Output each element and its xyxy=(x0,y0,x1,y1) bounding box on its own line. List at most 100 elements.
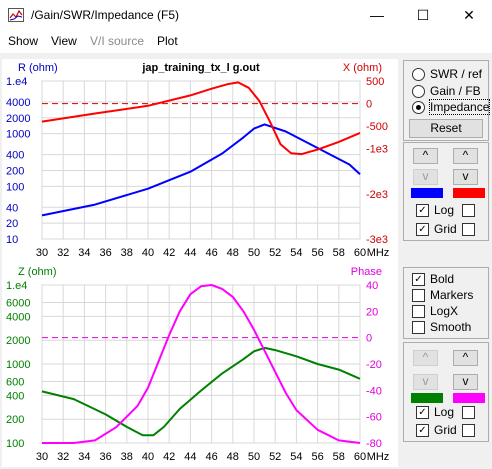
y-right-tick-label: 0 xyxy=(366,99,372,111)
radio-impedance[interactable]: Impedance xyxy=(412,99,491,115)
y-right-axis-label: X (ohm) xyxy=(343,62,382,74)
y-left-tick-label: 6000 xyxy=(6,298,30,310)
y-left-tick-label: 100 xyxy=(6,438,24,450)
bottom-grid-right-checkbox[interactable] xyxy=(462,424,475,437)
y-left-axis-label: Z (ohm) xyxy=(18,266,57,278)
y-left-tick-label: 2000 xyxy=(6,113,30,125)
y-left-tick-label: 1.e4 xyxy=(6,280,27,292)
y-right-tick-label: -1e3 xyxy=(366,144,388,156)
bottom-left-up-button[interactable]: ^ xyxy=(413,350,438,366)
y-right-tick-label: 0 xyxy=(366,333,372,345)
smooth-checkbox[interactable]: Smooth xyxy=(412,319,471,335)
maximize-button[interactable]: ☐ xyxy=(416,7,430,23)
x-tick-label: 40 xyxy=(142,451,154,463)
x-tick-label: 32 xyxy=(57,247,69,259)
markers-label: Markers xyxy=(430,288,474,302)
window-title: /Gain/SWR/Impedance (F5) xyxy=(31,8,180,22)
menu-show[interactable]: Show xyxy=(8,34,39,48)
bottom-right-down-button[interactable]: v xyxy=(453,374,478,390)
title-bar: /Gain/SWR/Impedance (F5) — ☐ ✕ xyxy=(0,0,492,31)
x-axis-label: MHz xyxy=(367,247,390,259)
y-left-tick-label: 400 xyxy=(6,150,24,162)
bottom-left-color-swatch[interactable] xyxy=(411,393,443,403)
radio-swr-label: SWR / ref xyxy=(430,67,483,81)
bottom-log-right-checkbox[interactable] xyxy=(462,406,475,419)
radio-impedance-label: Impedance xyxy=(428,99,491,115)
bottom-log-check-icon[interactable]: ✓ xyxy=(416,405,429,419)
top-grid-label: Grid xyxy=(434,222,457,236)
x-tick-label: 54 xyxy=(290,451,302,463)
x-tick-label: 56 xyxy=(311,451,323,463)
markers-check-icon[interactable] xyxy=(412,288,425,302)
top-left-color-swatch[interactable] xyxy=(411,188,443,198)
bottom-right-up-button[interactable]: ^ xyxy=(453,350,478,366)
bold-checkbox[interactable]: ✓ Bold xyxy=(412,271,454,287)
y-left-tick-label: 40 xyxy=(6,202,18,214)
x-tick-label: 42 xyxy=(163,247,175,259)
markers-checkbox[interactable]: Markers xyxy=(412,287,473,303)
y-left-axis-label: R (ohm) xyxy=(18,62,58,74)
series-line-0 xyxy=(41,123,361,217)
logx-checkbox[interactable]: LogX xyxy=(412,303,458,319)
smooth-check-icon[interactable] xyxy=(412,320,425,334)
menu-plot[interactable]: Plot xyxy=(157,34,178,48)
radio-swr-indicator[interactable] xyxy=(412,67,425,81)
radio-impedance-indicator[interactable] xyxy=(412,100,425,114)
x-tick-label: 56 xyxy=(311,247,323,259)
x-tick-label: 30 xyxy=(36,451,48,463)
x-tick-label: 46 xyxy=(205,247,217,259)
x-tick-label: 32 xyxy=(57,451,69,463)
top-left-up-button[interactable]: ^ xyxy=(413,148,438,164)
x-tick-label: 58 xyxy=(333,247,345,259)
close-button[interactable]: ✕ xyxy=(463,7,475,23)
top-grid-right-checkbox[interactable] xyxy=(462,223,475,236)
bottom-chart: 30 32 34 36 38 40 42 44 46 48 50 52 54 56 58 60 MHz 1.e4 6… xyxy=(2,263,398,467)
top-right-down-button[interactable]: v xyxy=(453,169,478,185)
bold-check-icon[interactable]: ✓ xyxy=(412,272,425,286)
bottom-grid-check-icon[interactable]: ✓ xyxy=(416,423,429,437)
top-left-down-button[interactable]: v xyxy=(413,169,438,185)
top-log-label: Log xyxy=(434,203,455,217)
x-tick-label: 50 xyxy=(248,451,260,463)
x-tick-label: 52 xyxy=(269,451,281,463)
minimize-button[interactable]: — xyxy=(370,7,384,23)
x-tick-label: 42 xyxy=(163,451,175,463)
top-log-right-checkbox[interactable] xyxy=(462,204,475,217)
radio-swr[interactable]: SWR / ref xyxy=(412,66,482,82)
x-tick-label: 30 xyxy=(36,247,48,259)
mode-group: SWR / ref Gain / FB Impedance Reset xyxy=(403,60,491,141)
x-tick-label: 38 xyxy=(121,247,133,259)
logx-check-icon[interactable] xyxy=(412,304,425,318)
y-right-tick-label: 20 xyxy=(366,306,378,318)
x-tick-label: 52 xyxy=(269,247,281,259)
top-grid-check-icon[interactable]: ✓ xyxy=(416,222,429,236)
x-axis-label: MHz xyxy=(367,451,390,463)
top-right-up-button[interactable]: ^ xyxy=(453,148,478,164)
y-left-tick-label: 10 xyxy=(6,234,18,246)
top-log-checkbox[interactable]: ✓ Log xyxy=(416,202,454,218)
top-grid-checkbox[interactable]: ✓ Grid xyxy=(416,221,457,237)
radio-gain[interactable]: Gain / FB xyxy=(412,83,481,99)
menu-view[interactable]: View xyxy=(51,34,77,48)
menu-vi-source: V/I source xyxy=(90,34,145,48)
y-right-tick-label: -40 xyxy=(366,385,382,397)
y-left-tick-label: 4000 xyxy=(6,311,30,323)
y-left-tick-label: 4000 xyxy=(6,97,30,109)
series-line-1 xyxy=(41,81,361,156)
bottom-left-down-button[interactable]: v xyxy=(413,374,438,390)
reset-button[interactable]: Reset xyxy=(409,119,483,138)
x-tick-label: 34 xyxy=(78,451,90,463)
top-right-color-swatch[interactable] xyxy=(453,188,485,198)
top-log-check-icon[interactable]: ✓ xyxy=(416,203,429,217)
x-tick-label: 44 xyxy=(184,451,196,463)
x-tick-label: 54 xyxy=(290,247,302,259)
bottom-log-checkbox[interactable]: ✓ Log xyxy=(416,404,454,420)
radio-gain-label: Gain / FB xyxy=(430,84,481,98)
bottom-right-color-swatch[interactable] xyxy=(453,393,485,403)
radio-gain-indicator[interactable] xyxy=(412,84,425,98)
bottom-log-label: Log xyxy=(434,405,455,419)
y-left-tick-label: 200 xyxy=(6,165,24,177)
x-tick-label: 50 xyxy=(248,247,260,259)
bottom-grid-checkbox[interactable]: ✓ Grid xyxy=(416,422,457,438)
x-tick-label: 48 xyxy=(227,451,239,463)
